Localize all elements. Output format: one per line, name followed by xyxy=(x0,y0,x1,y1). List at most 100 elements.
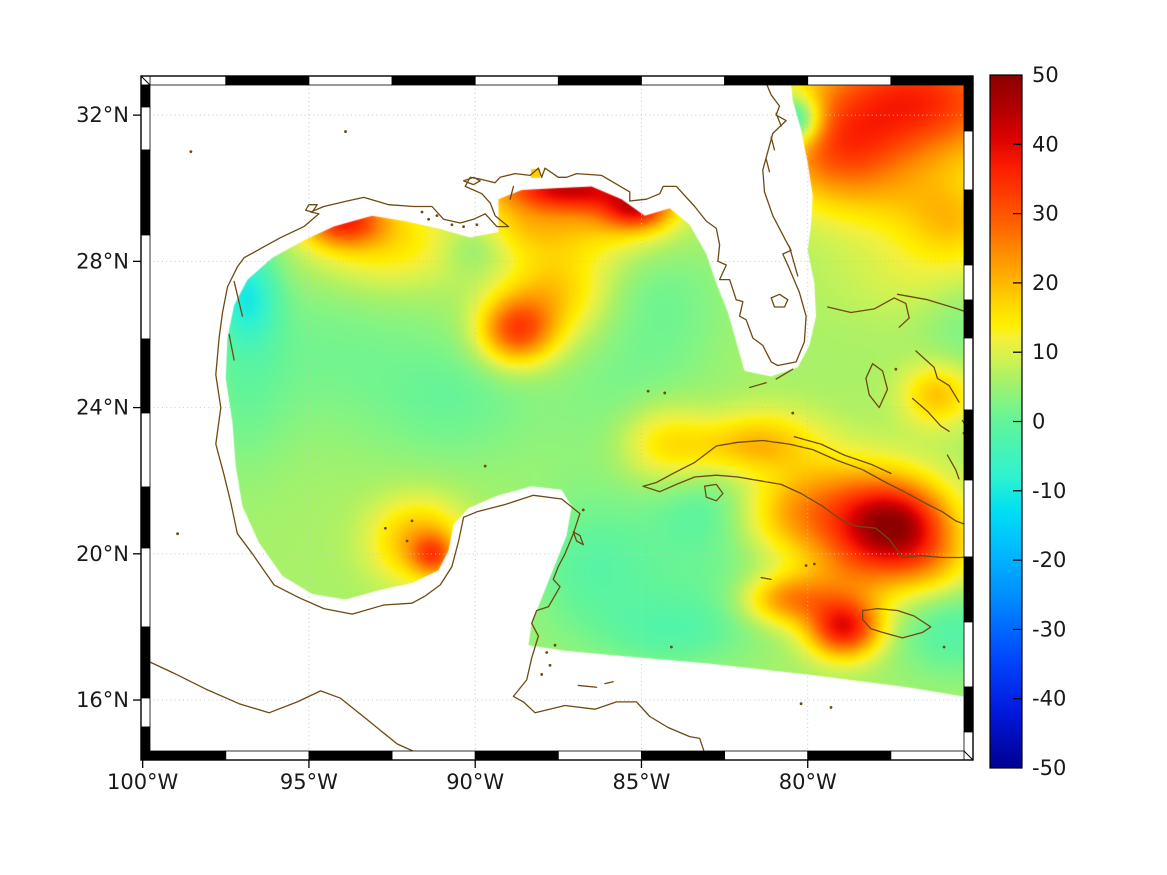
frame-segment-white xyxy=(963,130,974,191)
y-axis-tick-label: 24°N xyxy=(76,396,129,420)
frame-segment-black xyxy=(963,686,974,733)
island-speck xyxy=(829,705,833,709)
island-dash xyxy=(765,158,771,173)
coastline-mainland xyxy=(215,76,807,760)
island-speck xyxy=(545,651,549,654)
island-dash xyxy=(577,684,598,688)
island-speck xyxy=(420,210,424,214)
frame-segment-white xyxy=(140,547,151,628)
island-speck xyxy=(176,532,179,536)
frame-segment-black xyxy=(225,75,310,86)
frame-corner-miter xyxy=(963,75,974,86)
frame-segment-black xyxy=(140,486,151,549)
island-speck xyxy=(462,225,465,229)
frame-segment-white xyxy=(140,234,151,340)
island-speck xyxy=(812,562,816,566)
frame-segment-white xyxy=(807,75,892,86)
island-speck xyxy=(450,223,454,227)
coastline-ragged_chain xyxy=(946,454,960,480)
frame-segment-white xyxy=(140,75,227,86)
frame-segment-black xyxy=(308,750,393,761)
frame-segment-black xyxy=(140,750,227,761)
frame-segment-white xyxy=(963,621,974,688)
island-speck xyxy=(405,539,409,543)
island-speck xyxy=(581,508,585,512)
colorbar-annotations: 50 40 30 20 10 0 -10 -20 -30 -40 -50 xyxy=(989,63,1066,780)
coastline-jamaica xyxy=(861,607,932,639)
x-axis-tick-label: 90°W xyxy=(446,770,504,794)
y-axis-tick-label: 16°N xyxy=(76,688,129,712)
x-axis-tick-label: 95°W xyxy=(280,770,338,794)
frame-segment-black xyxy=(140,626,151,699)
frame-segment-black xyxy=(963,189,974,266)
frame-segment-white xyxy=(140,697,151,728)
island-speck xyxy=(475,223,479,227)
island-speck xyxy=(189,150,193,154)
colorbar-tick-label: -10 xyxy=(1032,479,1066,503)
frame-segment-white xyxy=(225,750,310,761)
frame-segment-white xyxy=(391,750,476,761)
island-speck xyxy=(669,645,673,649)
island-speck xyxy=(344,130,347,133)
frame-segment-white xyxy=(474,75,559,86)
frame-segment-black xyxy=(474,750,559,761)
colorbar-tick-label: -20 xyxy=(1032,548,1066,572)
island-dash xyxy=(509,185,515,200)
coastline-mexico_pacific xyxy=(141,657,437,760)
frame-segment-black xyxy=(557,75,642,86)
island-speck xyxy=(791,411,795,415)
colorbar-tick-label: 10 xyxy=(1032,340,1059,364)
frame-segment-black xyxy=(140,84,151,108)
frame-corner-miter xyxy=(140,750,151,761)
coastline-cozumel xyxy=(572,531,584,546)
frame-segment-white xyxy=(557,750,642,761)
y-axis-tick-label: 32°N xyxy=(76,103,129,127)
frame-segment-black xyxy=(391,75,476,86)
island-speck xyxy=(384,526,387,530)
coastline-cuba_south xyxy=(642,474,973,559)
frame-segment-black xyxy=(140,149,151,236)
island-speck xyxy=(804,564,808,567)
frame-corner-miter xyxy=(140,75,151,86)
frame-segment-black xyxy=(963,556,974,623)
colorbar-tick-label: 50 xyxy=(1032,63,1059,87)
coastline-lake_pontchartrain xyxy=(462,176,481,186)
frame-corner-miter xyxy=(963,750,974,761)
island-speck xyxy=(942,645,946,649)
coastline-exuma_chain xyxy=(911,397,950,432)
coastline-isla_juventud xyxy=(703,483,724,502)
frame-segment-white xyxy=(963,479,974,558)
island-speck xyxy=(894,367,898,371)
island-speck xyxy=(483,464,487,468)
coastline-andros xyxy=(865,363,889,409)
x-axis-tick-label: 100°W xyxy=(107,770,179,794)
island-speck xyxy=(427,217,431,221)
x-axis-tick-label: 80°W xyxy=(779,770,837,794)
coastline-grand_bahama_abaco xyxy=(827,297,910,328)
map-heatmap-canvas xyxy=(141,76,973,760)
island-dash xyxy=(748,382,767,389)
island-speck xyxy=(663,391,667,395)
colorbar-tick-label: 40 xyxy=(1032,132,1059,156)
coastline-cuba_cays xyxy=(793,436,892,475)
island-speck xyxy=(540,673,544,676)
island-dash xyxy=(228,333,235,361)
colorbar-tick-label: 20 xyxy=(1032,271,1059,295)
frame-segment-white xyxy=(724,750,809,761)
island-speck xyxy=(410,519,414,523)
frame-segment-white xyxy=(140,106,151,151)
axis-annotations: 32°N 28°N 24°N 20°N 16°N 100°W 95°W 90°W 85°W 80°… xyxy=(76,103,837,794)
island-dash xyxy=(775,112,782,127)
colorbar-tick-label: -30 xyxy=(1032,617,1066,641)
coastline-lake_okeechobee xyxy=(770,293,789,308)
frame-segment-black xyxy=(963,299,974,339)
frame-segment-black xyxy=(807,750,892,761)
graticule xyxy=(141,76,973,760)
island-speck xyxy=(646,389,650,393)
map-frame xyxy=(140,75,974,761)
colorbar-tick-label: -40 xyxy=(1032,687,1066,711)
y-axis-tick-label: 20°N xyxy=(76,542,129,566)
frame-segment-white xyxy=(963,264,974,301)
